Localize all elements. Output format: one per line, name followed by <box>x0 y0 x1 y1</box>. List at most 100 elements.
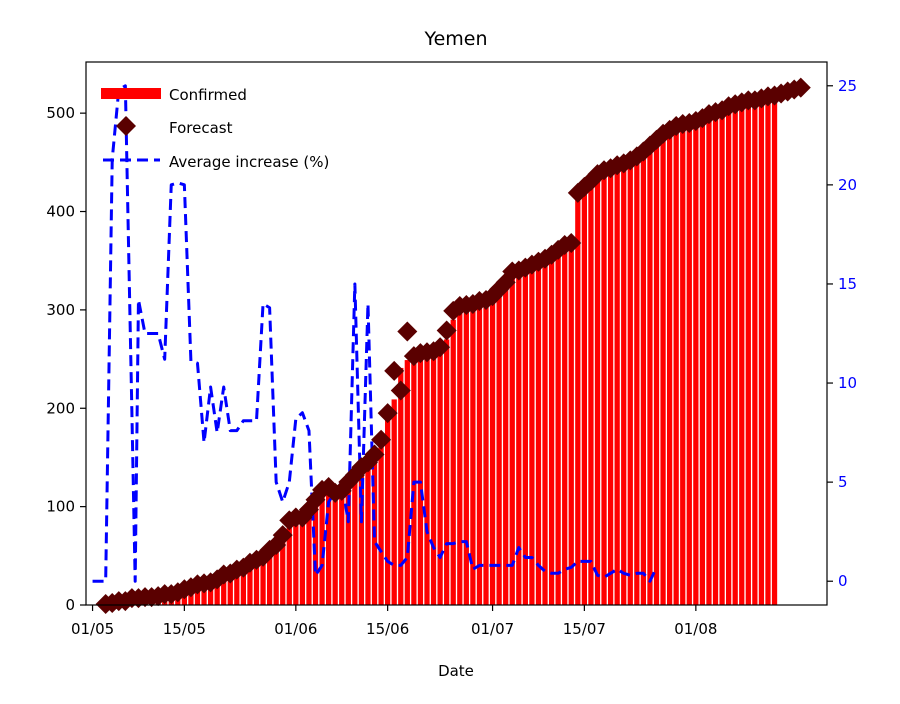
confirmed-bar-56 <box>470 304 476 605</box>
confirmed-bar-45 <box>398 367 404 605</box>
confirmed-bar-57 <box>476 303 483 605</box>
forecast-point-106 <box>790 77 811 98</box>
confirmed-bar-71 <box>568 242 574 605</box>
confirmed-bar-66 <box>535 262 542 605</box>
legend-swatch-forecast <box>116 116 136 136</box>
confirmed-bar-34 <box>326 487 332 605</box>
y-axis-right: 0 5 10 15 20 25 <box>827 77 857 590</box>
confirmed-bar-72 <box>575 193 581 605</box>
confirmed-bar-81 <box>634 157 640 606</box>
confirmed-bar-58 <box>483 302 489 605</box>
confirmed-bar-93 <box>712 113 719 606</box>
confirmed-bar-52 <box>444 339 450 605</box>
confirmed-bar-33 <box>319 490 325 605</box>
confirmed-bar-79 <box>621 164 627 606</box>
confirmed-bar-25 <box>266 550 273 605</box>
y2-tick-label-4: 20 <box>838 176 857 194</box>
confirmed-bar-65 <box>529 265 535 606</box>
confirmed-bar-49 <box>424 353 430 605</box>
y2-tick-label-3: 15 <box>838 275 857 293</box>
y2-tick-label-1: 5 <box>838 473 848 491</box>
legend-label-average-increase: Average increase (%) <box>169 153 329 171</box>
confirmed-bar-90 <box>693 122 699 605</box>
confirmed-bar-80 <box>627 161 633 605</box>
average-increase-line-group <box>92 84 658 583</box>
confirmed-bar-96 <box>732 105 738 605</box>
confirmed-bar-75 <box>594 175 601 606</box>
confirmed-bar-85 <box>660 134 666 606</box>
confirmed-bar-101 <box>765 97 771 605</box>
confirmed-bar-59 <box>489 297 496 605</box>
confirmed-bar-31 <box>306 510 312 605</box>
forecast-points <box>95 77 811 615</box>
confirmed-bar-51 <box>437 349 443 605</box>
confirmed-bar-77 <box>607 169 614 605</box>
confirmed-bar-17 <box>214 580 220 605</box>
x-tick-label-0: 01/05 <box>71 620 114 638</box>
confirmed-bar-36 <box>339 491 345 606</box>
confirmed-bar-64 <box>522 268 528 605</box>
confirmed-bar-23 <box>253 560 260 605</box>
confirmed-bar-40 <box>365 464 371 605</box>
x-tick-label-1: 15/05 <box>163 620 206 638</box>
y-tick-label-1: 100 <box>46 498 75 516</box>
confirmed-bar-102 <box>771 97 778 605</box>
average-increase-line <box>92 84 658 583</box>
forecast-point-51 <box>430 337 451 358</box>
confirmed-bar-89 <box>686 123 692 605</box>
confirmed-bar-94 <box>719 111 725 606</box>
x-tick-label-4: 01/07 <box>471 620 514 638</box>
confirmed-bar-60 <box>496 290 502 605</box>
forecast-point-42 <box>371 429 392 450</box>
confirmed-bar-24 <box>260 557 266 605</box>
legend-label-confirmed: Confirmed <box>169 86 247 104</box>
confirmed-bar-48 <box>417 354 424 605</box>
confirmed-bar-15 <box>201 584 207 605</box>
confirmed-bar-39 <box>358 469 365 605</box>
forecast-point-45 <box>390 380 411 401</box>
confirmed-bar-83 <box>647 146 653 605</box>
confirmed-bar-91 <box>699 119 706 606</box>
x-tick-label-3: 15/06 <box>366 620 409 638</box>
confirmed-bar-26 <box>273 545 279 605</box>
forecast-point-71 <box>561 233 582 253</box>
x-tick-label-5: 15/07 <box>563 620 606 638</box>
confirmed-bar-84 <box>653 140 660 605</box>
confirmed-bar-99 <box>752 101 758 605</box>
confirmed-bar-82 <box>640 152 647 605</box>
confirmed-bar-95 <box>726 107 732 605</box>
forecast-point-41 <box>364 444 385 465</box>
confirmed-bar-42 <box>378 445 384 605</box>
confirmed-bar-61 <box>503 283 509 605</box>
y-tick-label-4: 400 <box>46 203 75 221</box>
confirmed-bar-43 <box>385 415 391 605</box>
y2-tick-label-0: 0 <box>838 572 848 590</box>
confirmed-bar-92 <box>706 115 712 606</box>
plot-frame <box>85 61 828 606</box>
legend-label-forecast: Forecast <box>169 119 233 137</box>
confirmed-bar-50 <box>430 352 437 605</box>
confirmed-bar-30 <box>299 518 306 605</box>
y-tick-label-2: 200 <box>46 399 75 417</box>
confirmed-bar-68 <box>548 255 555 606</box>
confirmed-bar-69 <box>555 250 561 605</box>
confirmed-bar-20 <box>234 570 240 605</box>
confirmed-bar-70 <box>562 245 568 605</box>
confirmed-bar-29 <box>293 521 299 605</box>
y-axis-left: 0 100 200 300 400 500 <box>46 104 86 614</box>
confirmed-bar-16 <box>207 583 214 605</box>
confirmed-bar-27 <box>280 536 286 605</box>
confirmed-bar-74 <box>588 182 594 605</box>
confirmed-bar-28 <box>286 524 292 605</box>
forecast-point-27 <box>272 525 293 546</box>
confirmed-bar-18 <box>221 575 227 605</box>
confirmed-bar-54 <box>457 306 463 605</box>
confirmed-bar-55 <box>463 305 469 605</box>
confirmed-bar-63 <box>516 272 522 605</box>
confirmed-bar-19 <box>227 574 233 605</box>
confirmed-bar-67 <box>542 259 548 605</box>
y2-tick-label-5: 25 <box>838 77 857 95</box>
chart-title: Yemen <box>423 28 487 50</box>
